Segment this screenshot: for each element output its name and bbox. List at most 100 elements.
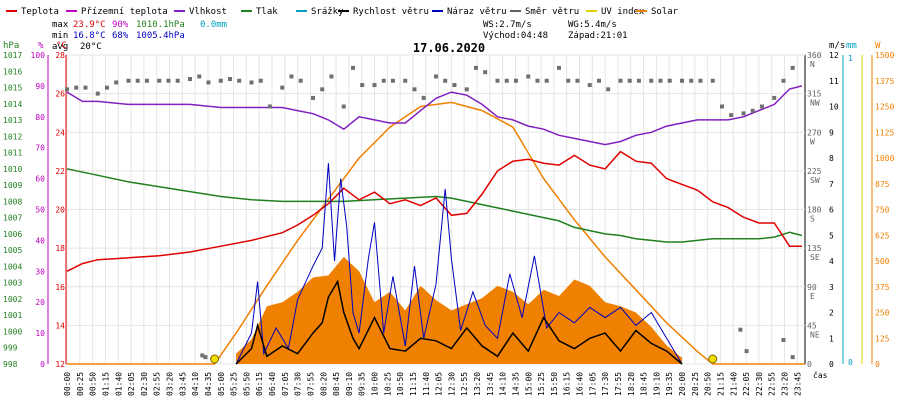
tick-time: 23:45 [793, 372, 802, 396]
tick-hpa: 1008 [3, 197, 22, 206]
tick-time: 21:15 [716, 372, 725, 396]
tick-ms: 5 [829, 231, 834, 240]
wind-dir-point [759, 104, 764, 109]
tick-ms: 4 [829, 257, 834, 266]
tick-hpa: 1015 [3, 84, 22, 93]
tick-w: 1000 [875, 154, 894, 163]
stats-wg: WG:5.4m/s [568, 20, 617, 30]
tick-hpa: 999 [3, 344, 18, 353]
tick-time: 16:40 [576, 372, 585, 396]
wind-dir-point [575, 78, 580, 83]
wind-dir-point [157, 78, 162, 83]
wind-dir-point [249, 80, 254, 85]
wind-dir-point [790, 65, 795, 70]
stats-max-press: 1010.1hPa [136, 20, 185, 30]
tick-direction-name: SW [810, 176, 820, 185]
tick-hpa: 1005 [3, 246, 22, 255]
stats-max-rain: 0.0mm [200, 20, 227, 30]
tick-time: 09:10 [345, 372, 354, 396]
wind-dir-point [237, 78, 242, 83]
wind-dir-point [74, 85, 79, 90]
tick-time: 17:55 [614, 372, 623, 396]
wind-dir-point [658, 78, 663, 83]
wind-dir-point [144, 78, 149, 83]
tick-percent: 60 [35, 175, 45, 184]
tick-time: 07:05 [281, 372, 290, 396]
wind-dir-point [729, 113, 734, 118]
axis-w-label: W [875, 41, 881, 51]
series-humidity-line [66, 85, 803, 146]
legend-label: UV index [601, 7, 645, 17]
wind-dir-point [627, 78, 632, 83]
tick-time: 02:55 [153, 372, 162, 396]
tick-time: 08:20 [319, 372, 328, 396]
wind-dir-point [535, 78, 540, 83]
tick-hpa: 1009 [3, 181, 22, 190]
tick-direction: 90 [807, 283, 817, 292]
tick-w: 875 [875, 180, 890, 189]
tick-celsius: 24 [55, 128, 65, 137]
tick-time: 08:45 [332, 372, 341, 396]
tick-direction: 360 [807, 51, 822, 60]
wind-dir-point [83, 85, 88, 90]
stats-sunrise: Východ:04:48 [483, 31, 548, 41]
tick-celsius: 14 [55, 321, 65, 330]
tick-percent: 50 [35, 206, 45, 215]
axes: hPa% °C9989991000100110021003100410051006… [3, 41, 894, 396]
wind-dir-point [311, 95, 315, 100]
tick-time: 04:35 [204, 372, 213, 396]
wind-dir-point [667, 78, 672, 83]
tick-w: 375 [875, 283, 890, 292]
wind-dir-point [483, 70, 488, 75]
tick-time: 17:30 [601, 372, 610, 396]
wind-dir-point [750, 108, 755, 113]
tick-direction-name: S [810, 215, 815, 224]
wind-dir-point [381, 78, 386, 83]
wind-dir-point [719, 104, 724, 109]
tick-w: 500 [875, 257, 890, 266]
tick-time: 12:30 [447, 372, 456, 396]
tick-time: 16:15 [563, 372, 572, 396]
tick-ms: 2 [829, 309, 834, 318]
tick-time: 10:50 [396, 372, 405, 396]
wind-dir-point [258, 78, 263, 83]
tick-ms: 9 [829, 128, 834, 137]
tick-hpa: 1006 [3, 230, 22, 239]
tick-direction: 270 [807, 128, 822, 137]
wind-dir-point [790, 355, 795, 360]
tick-time: 22:30 [755, 372, 764, 396]
tick-time: 13:45 [486, 372, 495, 396]
stats-avg-label: avg [52, 42, 68, 52]
tick-time: 10:00 [371, 372, 380, 396]
wind-dir-point [544, 78, 549, 83]
tick-time: 01:15 [101, 372, 110, 396]
tick-direction-name: NW [810, 99, 820, 108]
legend: Teplota Přízemní teplota Vlhkost Tlak Srážky… [6, 7, 679, 17]
legend-label: Přízemní teplota [81, 7, 168, 17]
uv-marker [708, 354, 718, 364]
wind-dir-point [452, 83, 457, 88]
tick-w: 1125 [875, 128, 894, 137]
tick-time: 04:10 [191, 372, 200, 396]
tick-time: 06:15 [255, 372, 264, 396]
tick-hpa: 1012 [3, 132, 22, 141]
wind-dir-point [618, 78, 623, 83]
tick-w: 125 [875, 334, 890, 343]
tick-percent: 10 [35, 329, 45, 338]
stats-max-label: max [52, 20, 69, 30]
tick-time: 02:05 [127, 372, 136, 396]
legend-label: Směr větru [525, 7, 579, 17]
wind-dir-point [698, 78, 703, 83]
tick-celsius: 20 [55, 206, 65, 215]
stats-min-temp: 16.8°C [73, 31, 106, 41]
stats-min-label: min [52, 31, 68, 41]
wind-dir-point [166, 78, 171, 83]
tick-direction: 225 [807, 167, 822, 176]
wind-dir-point [412, 87, 417, 92]
stats-sunset: Západ:21:01 [568, 31, 628, 41]
tick-hpa: 1017 [3, 51, 22, 60]
tick-time: 22:55 [768, 372, 777, 396]
tick-direction: 180 [807, 206, 822, 215]
tick-time: 11:40 [422, 372, 431, 396]
series-gust-line [235, 163, 683, 365]
